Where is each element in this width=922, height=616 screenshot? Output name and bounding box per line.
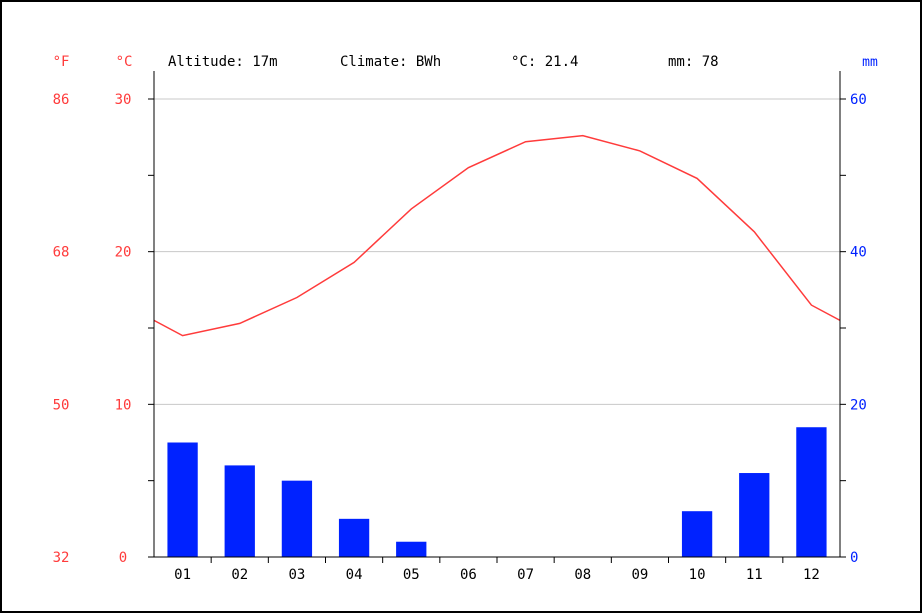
grid-lines bbox=[154, 98, 840, 405]
celsius-tick-label: 20 bbox=[115, 245, 132, 261]
month-label: 02 bbox=[231, 567, 248, 583]
precipitation-bar bbox=[739, 473, 770, 557]
month-label: 07 bbox=[517, 567, 534, 583]
celsius-tick-label: 30 bbox=[115, 92, 132, 108]
precipitation-bar bbox=[396, 541, 427, 557]
fahrenheit-tick-label: 32 bbox=[53, 550, 70, 566]
fahrenheit-unit-label: °F bbox=[53, 54, 70, 70]
month-label: 12 bbox=[803, 567, 820, 583]
month-label: 03 bbox=[288, 567, 305, 583]
fahrenheit-tick-label: 50 bbox=[53, 397, 70, 413]
precipitation-bar bbox=[338, 518, 370, 557]
mm-tick-label: 60 bbox=[850, 92, 867, 108]
fahrenheit-tick-label: 68 bbox=[53, 245, 70, 261]
month-label: 05 bbox=[403, 567, 420, 583]
precipitation-bar bbox=[281, 480, 313, 557]
precipitation-bar bbox=[167, 442, 198, 557]
precipitation-bar bbox=[681, 511, 713, 557]
month-label: 11 bbox=[746, 567, 763, 583]
climate-label: Climate: BWh bbox=[340, 54, 441, 70]
precipitation-bars bbox=[167, 427, 827, 557]
month-label: 01 bbox=[174, 567, 191, 583]
month-label: 09 bbox=[631, 567, 648, 583]
celsius-tick-label: 0 bbox=[119, 550, 127, 566]
celsius-unit-label: °C bbox=[116, 54, 133, 70]
tick-labels: 0 32 10 50 20 68 30 86 0 20 40 60 01 02 03 04 05 06 07 08 09… bbox=[53, 92, 867, 583]
month-label: 10 bbox=[689, 567, 706, 583]
millimeter-unit-label: mm bbox=[862, 55, 878, 70]
celsius-tick-label: 10 bbox=[115, 397, 132, 413]
axes bbox=[148, 71, 846, 563]
precipitation-bar bbox=[224, 465, 255, 557]
precipitation-bar bbox=[796, 427, 827, 557]
month-label: 08 bbox=[574, 567, 591, 583]
mm-tick-label: 0 bbox=[850, 550, 858, 566]
mean-temperature-label: °C: 21.4 bbox=[511, 54, 578, 70]
altitude-label: Altitude: 17m bbox=[168, 54, 278, 70]
temperature-line bbox=[153, 134, 841, 337]
fahrenheit-tick-label: 86 bbox=[53, 92, 70, 108]
mm-tick-label: 40 bbox=[850, 245, 867, 261]
total-precipitation-label: mm: 78 bbox=[668, 54, 719, 70]
month-label: 06 bbox=[460, 567, 477, 583]
mm-tick-label: 20 bbox=[850, 397, 867, 413]
temperature-line-group bbox=[153, 134, 841, 337]
month-label: 04 bbox=[346, 567, 363, 583]
